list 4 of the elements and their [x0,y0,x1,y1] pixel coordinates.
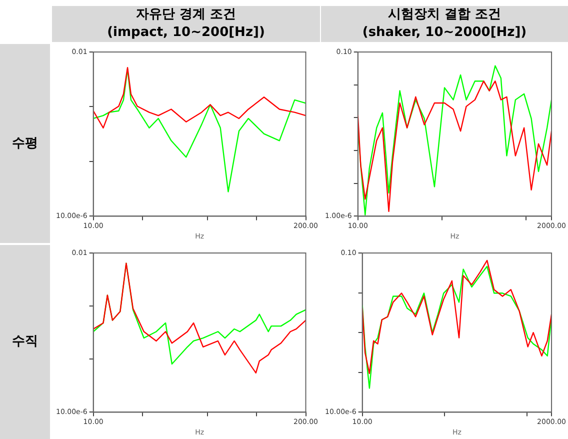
chart-title: 자유단 경계 조건 (impact, 10~200[Hz]) [52,6,320,42]
chart-title: 시험장치 결합 조건 (shaker, 10~2000[Hz]) [321,6,568,42]
y-axis-title: 수직 [0,245,50,439]
y-axis-title: 수평 [0,44,50,243]
